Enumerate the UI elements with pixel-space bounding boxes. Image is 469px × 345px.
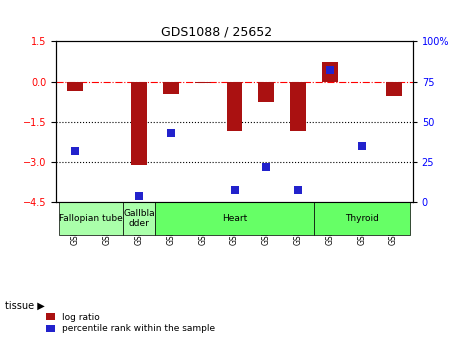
Bar — [68, 82, 83, 91]
Bar — [227, 82, 242, 131]
Point — [72, 148, 79, 154]
Bar — [290, 82, 306, 131]
Point — [231, 187, 238, 192]
Text: Thyroid: Thyroid — [345, 214, 379, 223]
Text: Heart: Heart — [222, 214, 247, 223]
FancyBboxPatch shape — [155, 203, 314, 235]
FancyBboxPatch shape — [314, 203, 409, 235]
FancyBboxPatch shape — [60, 203, 123, 235]
Legend: log ratio, percentile rank within the sample: log ratio, percentile rank within the sa… — [42, 309, 219, 337]
Bar — [195, 82, 211, 83]
Bar — [131, 82, 147, 165]
Point — [326, 68, 334, 73]
Bar — [386, 82, 401, 96]
FancyBboxPatch shape — [123, 203, 155, 235]
Point — [263, 164, 270, 170]
Point — [295, 187, 302, 192]
Point — [358, 143, 365, 149]
Text: tissue ▶: tissue ▶ — [5, 300, 45, 310]
Bar — [258, 82, 274, 102]
Text: Gallbla
dder: Gallbla dder — [123, 209, 155, 228]
Bar — [163, 82, 179, 94]
Bar — [322, 61, 338, 82]
Point — [167, 130, 174, 136]
Text: Fallopian tube: Fallopian tube — [60, 214, 123, 223]
Point — [135, 193, 143, 199]
Title: GDS1088 / 25652: GDS1088 / 25652 — [161, 26, 272, 39]
